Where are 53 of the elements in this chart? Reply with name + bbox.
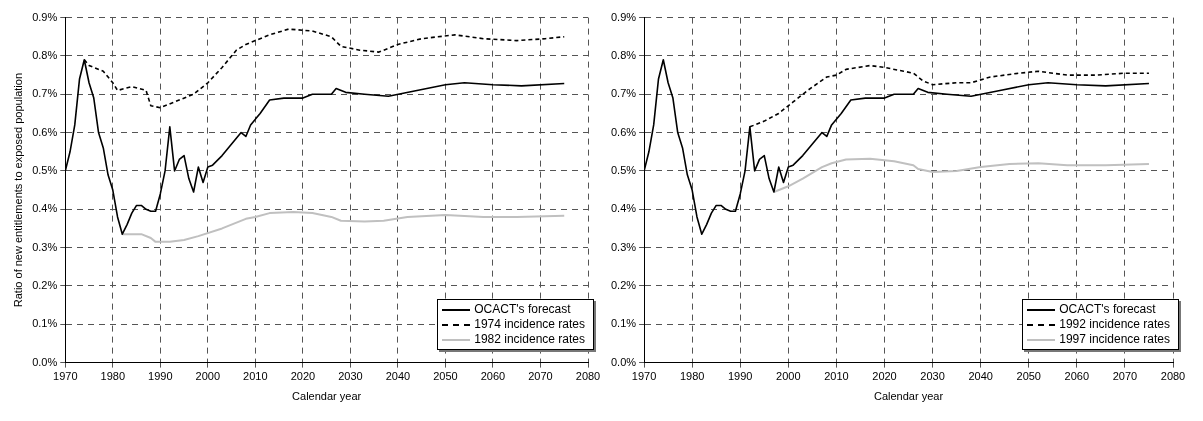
y-axis-title: Ratio of new entitlements to exposed population (11, 72, 24, 308)
y-tick-label: 0.9% (610, 10, 637, 23)
x-tick-label: 2030 (920, 370, 945, 383)
legend-label: OCACT's forecast (1059, 302, 1156, 317)
x-tick-label: 2080 (575, 370, 601, 383)
x-tick-label: 2060 (480, 370, 506, 383)
legend-label: 1992 incidence rates (1059, 317, 1170, 332)
y-tick-label: 0.8% (610, 48, 637, 61)
x-tick-label: 2040 (385, 370, 411, 383)
y-tick-label: 0.1% (610, 317, 637, 330)
y-tick-label: 0.0% (610, 355, 637, 368)
x-tick-label: 2020 (872, 370, 897, 383)
legend-label: 1982 incidence rates (474, 332, 585, 347)
x-tick-label: 2040 (968, 370, 993, 383)
legend-label: 1974 incidence rates (474, 317, 585, 332)
x-tick-label: 1970 (631, 370, 657, 383)
x-tick-label: 2050 (433, 370, 458, 383)
y-tick-label: 0.5% (32, 163, 58, 176)
legend-label: 1997 incidence rates (1059, 332, 1170, 347)
x-tick-label: 2070 (1112, 370, 1138, 383)
x-tick-label: 1980 (100, 370, 126, 383)
x-tick-label: 2000 (776, 370, 801, 383)
x-tick-label: 2010 (824, 370, 849, 383)
y-tick-label: 0.4% (32, 202, 58, 215)
x-tick-label: 2010 (243, 370, 268, 383)
y-tick-label: 0.7% (32, 87, 58, 100)
y-tick-label: 0.5% (610, 163, 637, 176)
x-tick-label: 2070 (528, 370, 553, 383)
y-tick-label: 0.2% (610, 278, 637, 291)
x-tick-label: 2020 (290, 370, 316, 383)
x-tick-label: 2000 (195, 370, 221, 383)
y-tick-label: 0.6% (610, 125, 637, 138)
y-tick-label: 0.3% (610, 240, 637, 253)
y-tick-label: 0.2% (32, 278, 58, 291)
x-tick-label: 1980 (679, 370, 705, 383)
x-tick-label: 1990 (728, 370, 753, 383)
y-tick-label: 0.6% (32, 125, 58, 138)
x-tick-label: 1970 (53, 370, 78, 383)
y-tick-label: 0.4% (610, 202, 637, 215)
x-axis-title: Calendar year (292, 390, 362, 403)
y-tick-label: 0.1% (32, 317, 58, 330)
x-tick-label: 2030 (338, 370, 363, 383)
y-tick-label: 0.8% (32, 48, 58, 61)
y-tick-label: 0.7% (610, 87, 637, 100)
y-tick-label: 0.0% (32, 355, 58, 368)
x-axis-title: Calendar year (873, 390, 944, 403)
x-tick-label: 1990 (148, 370, 173, 383)
legend-label: OCACT's forecast (474, 302, 571, 317)
y-tick-label: 0.9% (32, 10, 58, 23)
x-tick-label: 2060 (1064, 370, 1090, 383)
x-tick-label: 2050 (1016, 370, 1041, 383)
y-tick-label: 0.3% (32, 240, 58, 253)
x-tick-label: 2080 (1160, 370, 1186, 383)
